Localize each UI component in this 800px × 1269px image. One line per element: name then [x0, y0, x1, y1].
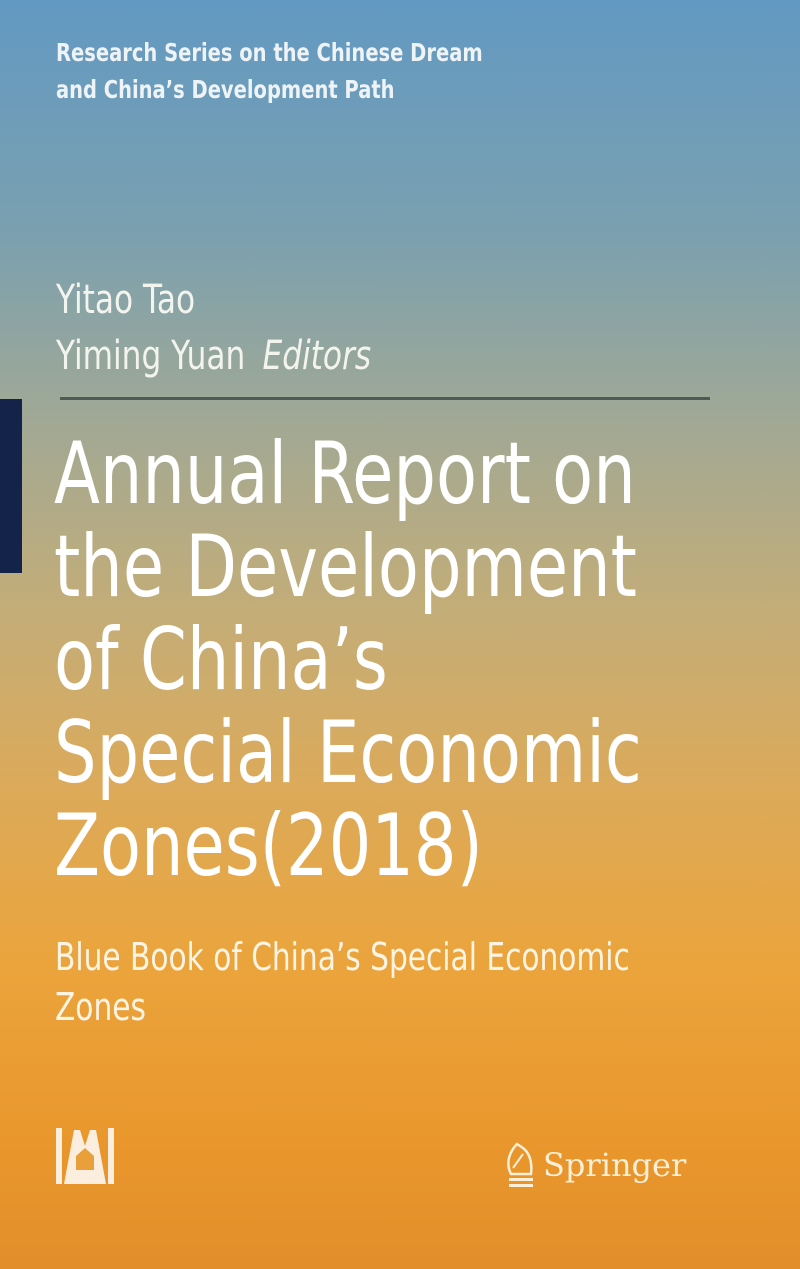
series-line: Research Series on the Chinese Dream [56, 38, 483, 67]
book-title: Annual Report on the Development of Chin… [54, 428, 642, 893]
subtitle-line: Zones [55, 985, 146, 1029]
title-line: of China’s [54, 610, 388, 710]
chess-knight-icon [507, 1142, 533, 1187]
subtitle-line: Blue Book of China’s Special Economic [55, 935, 630, 979]
editors-role: Editors [262, 333, 372, 379]
series-title: Research Series on the Chinese Dream and… [56, 34, 483, 108]
editor-name: Yitao Tao [56, 277, 196, 323]
ssap-logo-icon [56, 1128, 114, 1184]
title-line: Zones(2018) [54, 796, 483, 896]
spine-tab [0, 399, 22, 573]
springer-logo: Springer [503, 1140, 686, 1190]
title-line: the Development [54, 517, 637, 617]
title-line: Special Economic [54, 703, 642, 803]
title-line: Annual Report on [54, 424, 636, 524]
editors: Yitao Tao Yiming Yuan Editors [56, 272, 371, 384]
series-line: and China’s Development Path [56, 75, 395, 104]
divider [60, 397, 710, 400]
publisher-name: Springer [543, 1146, 687, 1184]
editor-name: Yiming Yuan [56, 333, 246, 379]
book-subtitle: Blue Book of China’s Special Economic Zo… [55, 932, 630, 1032]
